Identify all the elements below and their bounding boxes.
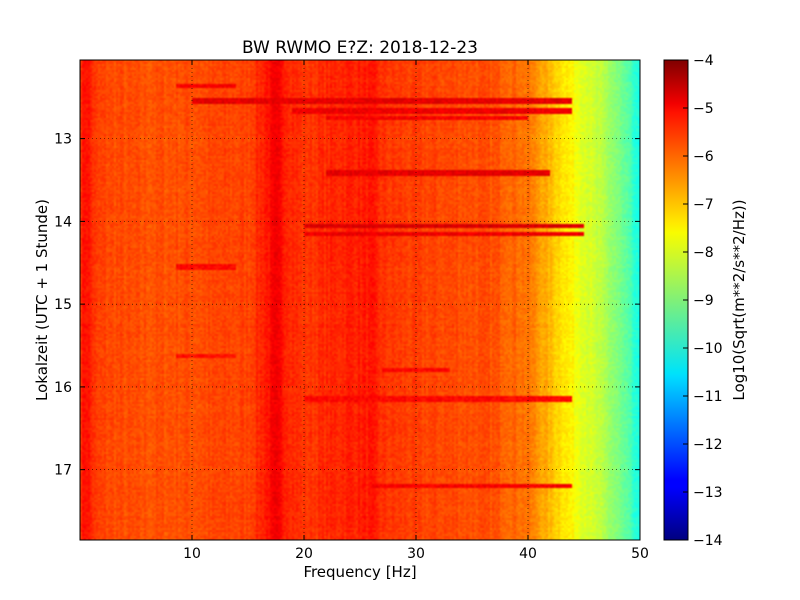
colorbar-tick-label: −8 (693, 245, 714, 261)
y-tick-label: 14 (54, 214, 72, 230)
y-tick-label: 15 (54, 297, 72, 313)
y-tick-label: 16 (54, 380, 72, 396)
plot-frame (79, 59, 641, 541)
colorbar-tick-label: −7 (693, 197, 714, 213)
colorbar-tick-label: −12 (693, 437, 723, 453)
colorbar-label: Log10(Sqrt(m**2/s**2/Hz)) (730, 199, 748, 400)
colorbar-ticks: −4 −5 −6 −7 −8 −9 −10 −11 −12 −13 −14 (683, 53, 723, 549)
x-tick-label: 50 (631, 546, 649, 562)
x-tick-label: 30 (407, 546, 425, 562)
colorbar: −4 −5 −6 −7 −8 −9 −10 −11 −12 −13 −14 Log10(Sqrt(m… (663, 53, 748, 549)
colorbar-tick-label: −6 (693, 149, 714, 165)
colorbar-tick-label: −11 (693, 389, 723, 405)
spectrogram-heatmap (80, 60, 640, 540)
x-tick-label: 20 (295, 546, 313, 562)
x-axis-label: Frequency [Hz] (303, 563, 416, 581)
grid-lines (80, 60, 640, 540)
y-axis-label: Lokalzeit (UTC + 1 Stunde) (33, 199, 51, 401)
colorbar-tick-label: −14 (693, 533, 723, 549)
y-tick-label: 13 (54, 132, 72, 148)
x-tick-label: 40 (519, 546, 537, 562)
chart-title: BW RWMO E?Z: 2018-12-23 (242, 38, 478, 58)
plot-area: 10 20 30 40 50 13 14 15 16 17 (54, 59, 649, 562)
colorbar-tick-label: −5 (693, 101, 714, 117)
colorbar-tick-label: −4 (693, 53, 714, 69)
x-tick-label: 10 (183, 546, 201, 562)
x-axis-ticks: 10 20 30 40 50 (183, 60, 649, 562)
y-axis-ticks: 13 14 15 16 17 (54, 132, 640, 479)
colorbar-tick-label: −13 (693, 485, 723, 501)
colorbar-tick-label: −9 (693, 293, 714, 309)
y-tick-label: 17 (54, 463, 72, 479)
colorbar-tick-label: −10 (693, 341, 723, 357)
